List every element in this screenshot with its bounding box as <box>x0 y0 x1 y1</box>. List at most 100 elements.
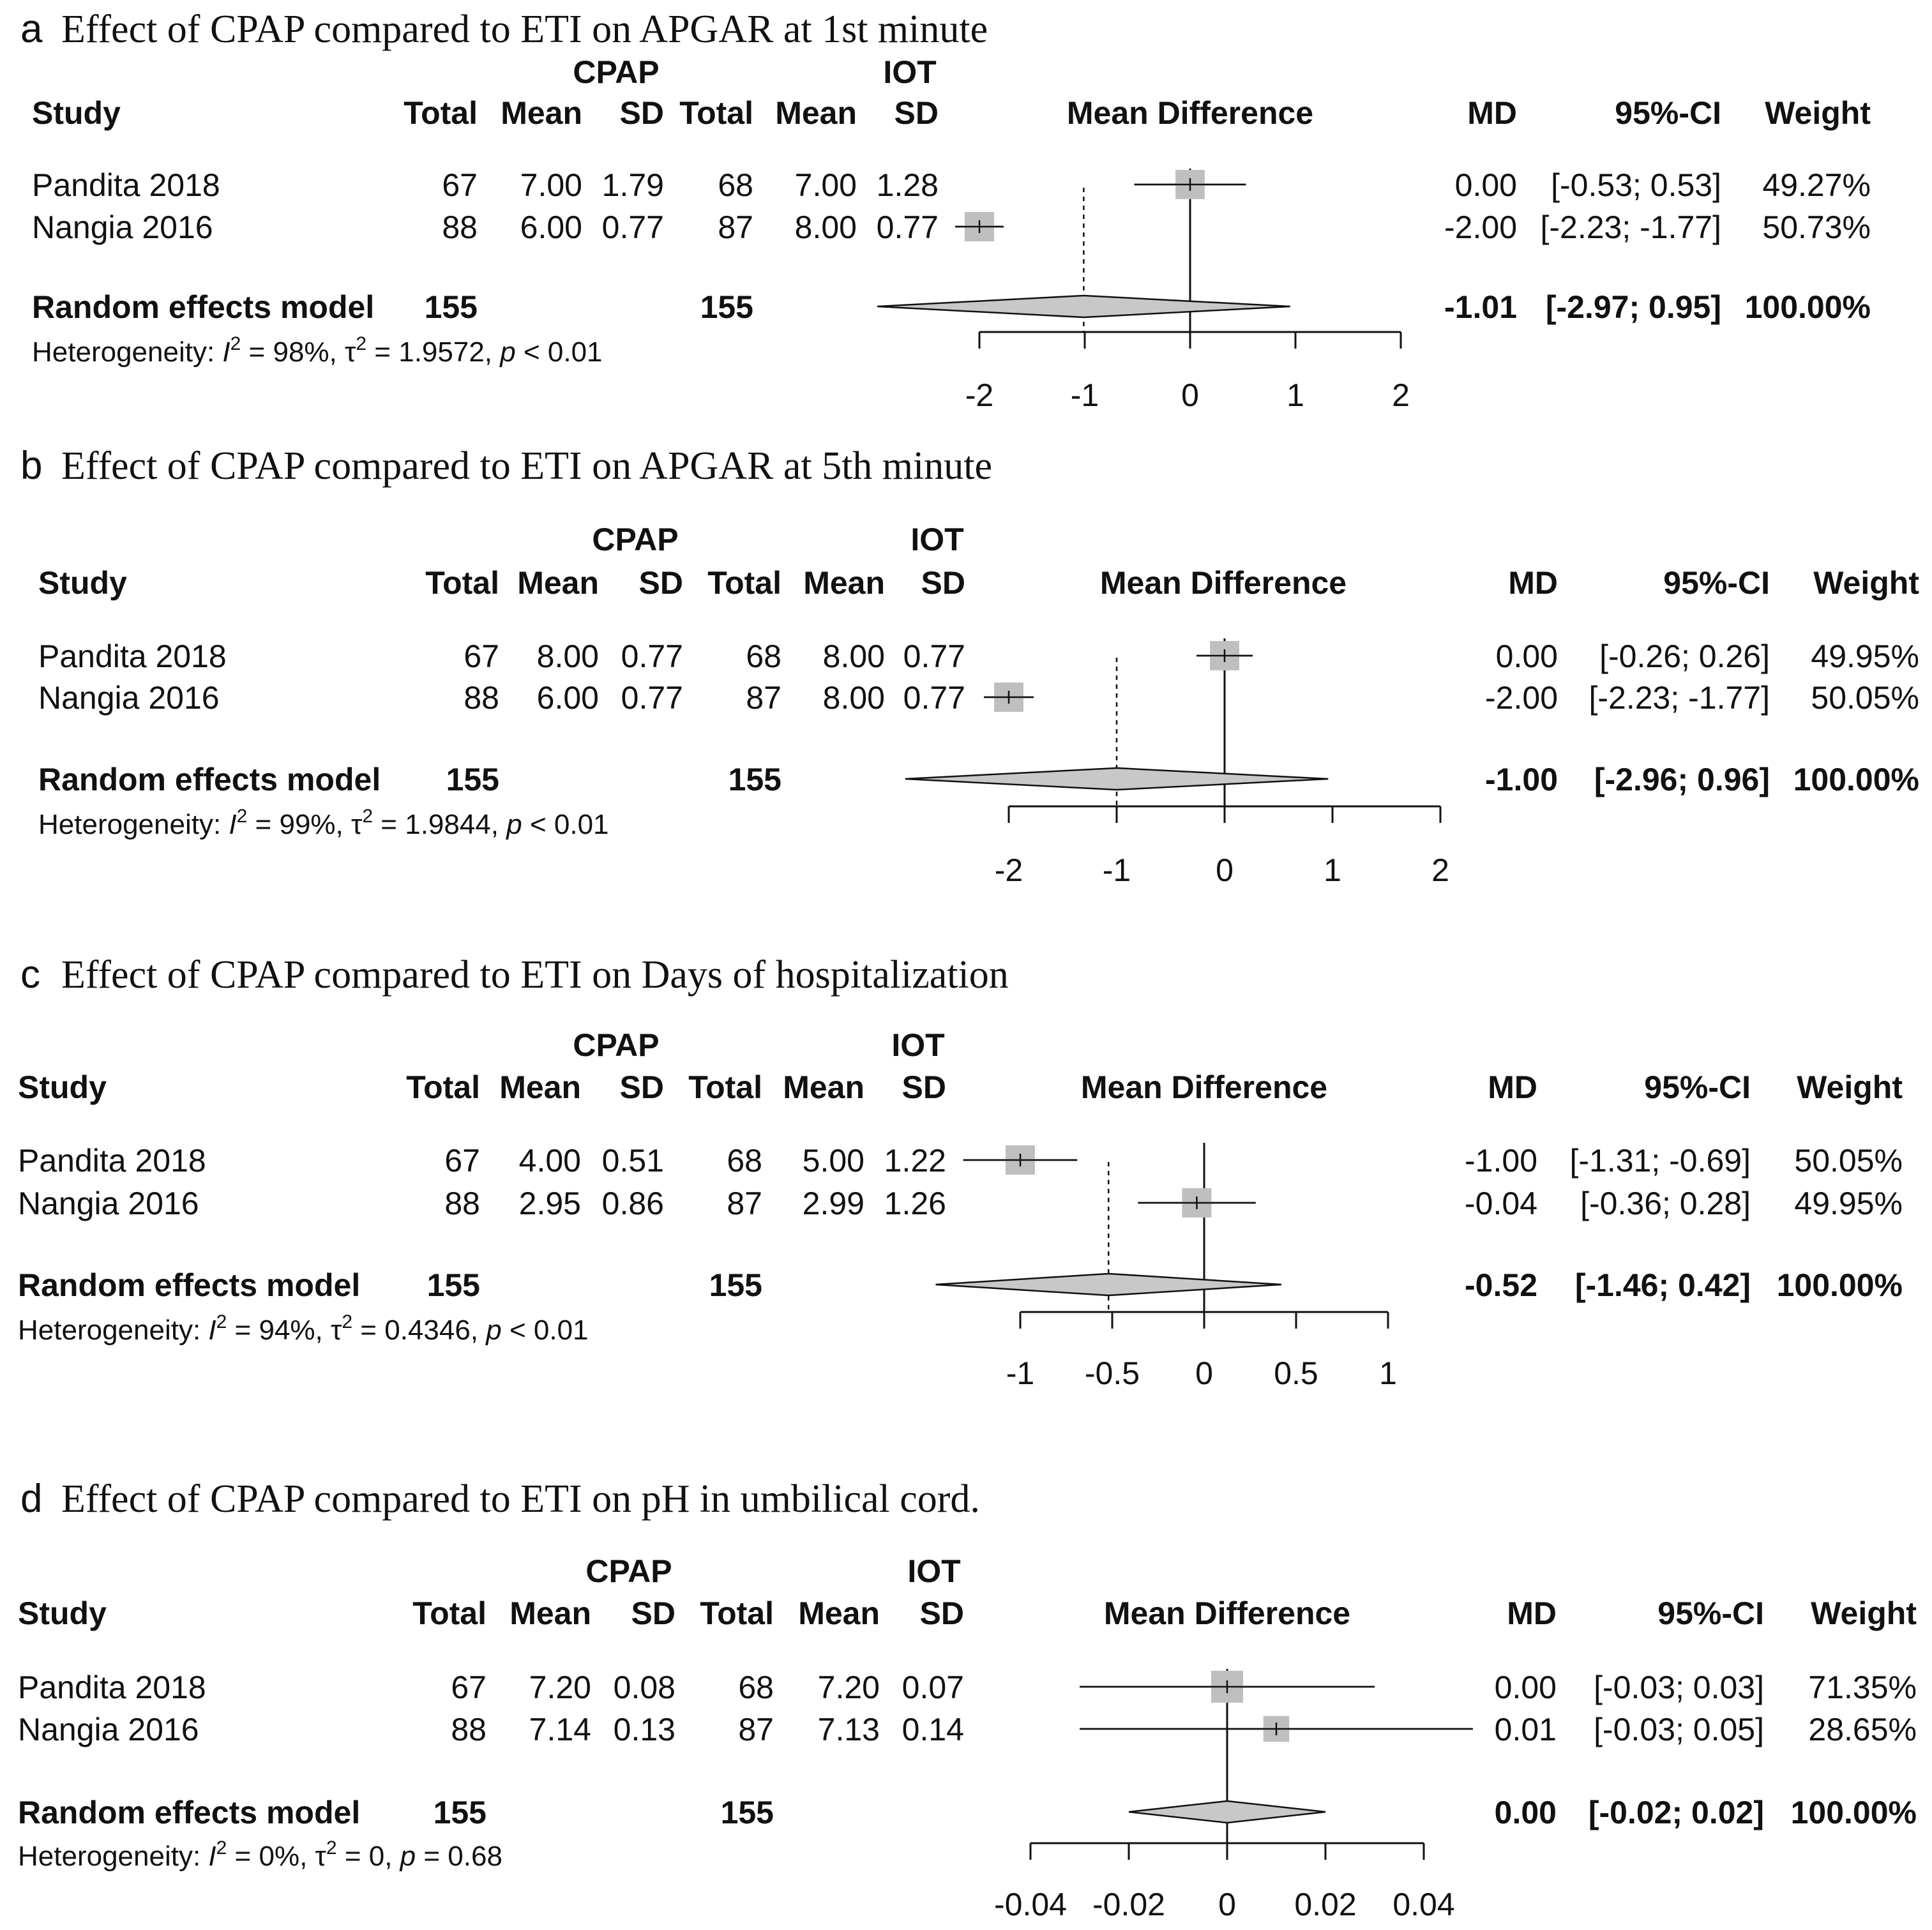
study-md-value: -2.00 <box>1485 680 1558 716</box>
panel-title: Effect of CPAP compared to ETI on pH in … <box>61 1477 980 1521</box>
study-ci-value: [-0.53; 0.53] <box>1551 167 1721 203</box>
study-ci-value: [-0.03; 0.05] <box>1594 1712 1764 1747</box>
iot-mean: 8.00 <box>823 638 885 674</box>
iot-mean: 2.99 <box>803 1186 864 1221</box>
iot-mean: 7.20 <box>818 1670 880 1705</box>
panel-title: Effect of CPAP compared to ETI on APGAR … <box>61 444 992 488</box>
panel-title: Effect of CPAP compared to ETI on APGAR … <box>61 8 988 51</box>
iot-mean: 7.13 <box>818 1712 880 1747</box>
ci-column-header: 95%-CI <box>1663 565 1770 601</box>
iot-total: 87 <box>718 209 753 245</box>
iot-mean: 8.00 <box>795 209 857 245</box>
iot-sd: 0.77 <box>877 209 939 245</box>
mean-b-header: Mean <box>783 1069 864 1105</box>
heterogeneity-prefix: Heterogeneity: <box>32 336 222 368</box>
cpap-sd: 1.79 <box>602 167 664 203</box>
ci-column-header: 95%-CI <box>1615 95 1721 131</box>
total-a-header: Total <box>425 565 499 601</box>
x-axis-tick-label: -1 <box>1071 377 1099 413</box>
study-ci-value: [-0.26; 0.26] <box>1599 638 1770 674</box>
pooled-diamond <box>1128 1800 1326 1824</box>
iot-total: 87 <box>738 1712 774 1747</box>
cpap-total: 88 <box>451 1712 487 1747</box>
cpap-mean: 6.00 <box>520 209 582 245</box>
tau-squared-symbol: τ <box>345 336 356 368</box>
tau-squared-superscript: 2 <box>362 806 373 827</box>
pooled-iot-total: 155 <box>721 1795 774 1830</box>
weight-column-header: Weight <box>1765 95 1871 131</box>
x-axis-tick-label: 0 <box>1181 377 1199 413</box>
pooled-cpap-total: 155 <box>434 1795 487 1830</box>
tau-squared-symbol: τ <box>331 1315 342 1346</box>
panel-letter: d <box>20 1477 42 1521</box>
tau-squared-symbol: τ <box>351 809 363 840</box>
tau-squared-symbol: τ <box>315 1841 327 1872</box>
x-axis-tick-label: 0.04 <box>1392 1887 1454 1922</box>
pooled-weight-value: 100.00% <box>1745 289 1871 325</box>
x-axis-tick-label: -1 <box>1103 852 1131 888</box>
cpap-sd: 0.77 <box>621 680 683 716</box>
p-symbol: p <box>399 1841 416 1872</box>
x-axis-tick-label: -0.04 <box>994 1887 1067 1922</box>
pooled-diamond <box>905 767 1329 791</box>
iot-sd: 0.77 <box>903 680 965 716</box>
i-squared-value: = 99%, <box>247 809 351 840</box>
study-name: Nangia 2016 <box>32 209 213 245</box>
mean-a-header: Mean <box>501 95 582 131</box>
forest-panel-a: a Effect of CPAP compared to ETI on APGAR… <box>20 7 1871 413</box>
study-md-value: 0.00 <box>1495 1670 1557 1705</box>
study-ci-value: [-2.23; -1.77] <box>1541 209 1722 245</box>
pooled-model-label: Random effects model <box>38 762 381 797</box>
study-weight-value: 49.95% <box>1794 1186 1903 1221</box>
sd-a-header: SD <box>631 1595 675 1631</box>
study-md-value: 0.00 <box>1496 638 1558 674</box>
study-weight-value: 50.05% <box>1794 1143 1903 1179</box>
cpap-mean: 6.00 <box>537 680 599 716</box>
iot-sd: 1.28 <box>877 167 939 203</box>
heterogeneity-prefix: Heterogeneity: <box>18 1841 208 1872</box>
heterogeneity-prefix: Heterogeneity: <box>18 1315 208 1346</box>
pooled-ci-value: [-1.46; 0.42] <box>1575 1267 1751 1303</box>
cpap-mean: 7.14 <box>529 1712 591 1747</box>
study-ci-value: [-0.36; 0.28] <box>1580 1186 1751 1221</box>
panel-letter: b <box>20 444 42 488</box>
study-column-header: Study <box>38 565 127 601</box>
iot-total: 68 <box>738 1670 774 1705</box>
tau-squared-value: = 0, <box>337 1841 400 1872</box>
p-symbol: p <box>505 809 522 840</box>
x-axis-tick-label: -1 <box>1006 1355 1034 1391</box>
i-squared-symbol: I <box>222 336 230 368</box>
study-md-value: 0.00 <box>1455 167 1517 203</box>
study-name: Nangia 2016 <box>18 1712 199 1747</box>
pooled-cpap-total: 155 <box>446 762 499 797</box>
study-md-value: -1.00 <box>1465 1143 1537 1179</box>
pooled-iot-total: 155 <box>700 289 753 325</box>
pooled-iot-total: 155 <box>709 1267 762 1303</box>
mean-a-header: Mean <box>499 1069 581 1105</box>
tau-squared-superscript: 2 <box>356 333 366 354</box>
x-axis-tick-label: 0 <box>1218 1887 1236 1922</box>
x-axis-tick-label: 0 <box>1195 1355 1213 1391</box>
iot-total: 87 <box>727 1186 762 1221</box>
study-name: Nangia 2016 <box>38 680 220 716</box>
cpap-mean: 7.00 <box>520 167 582 203</box>
iot-mean: 7.00 <box>795 167 857 203</box>
i-squared-symbol: I <box>229 809 236 840</box>
study-name: Pandita 2018 <box>18 1670 206 1705</box>
pooled-ci-value: [-2.96; 0.96] <box>1594 762 1770 797</box>
tau-squared-value: = 1.9572, <box>366 336 500 368</box>
pooled-cpap-total: 155 <box>425 289 478 325</box>
study-md-value: -0.04 <box>1465 1186 1537 1221</box>
effect-column-header: Mean Difference <box>1081 1069 1327 1105</box>
ci-column-header: 95%-CI <box>1657 1595 1764 1631</box>
pooled-md-value: 0.00 <box>1495 1795 1557 1830</box>
mean-b-header: Mean <box>803 565 885 601</box>
heterogeneity-text: Heterogeneity: I2 = 98%, τ2 = 1.9572, p … <box>32 333 603 368</box>
p-value: < 0.01 <box>522 809 609 840</box>
cpap-sd: 0.77 <box>602 209 664 245</box>
cpap-total: 67 <box>451 1670 487 1705</box>
iot-total: 68 <box>718 167 753 203</box>
cpap-total: 67 <box>442 167 478 203</box>
study-weight-value: 71.35% <box>1808 1670 1917 1705</box>
